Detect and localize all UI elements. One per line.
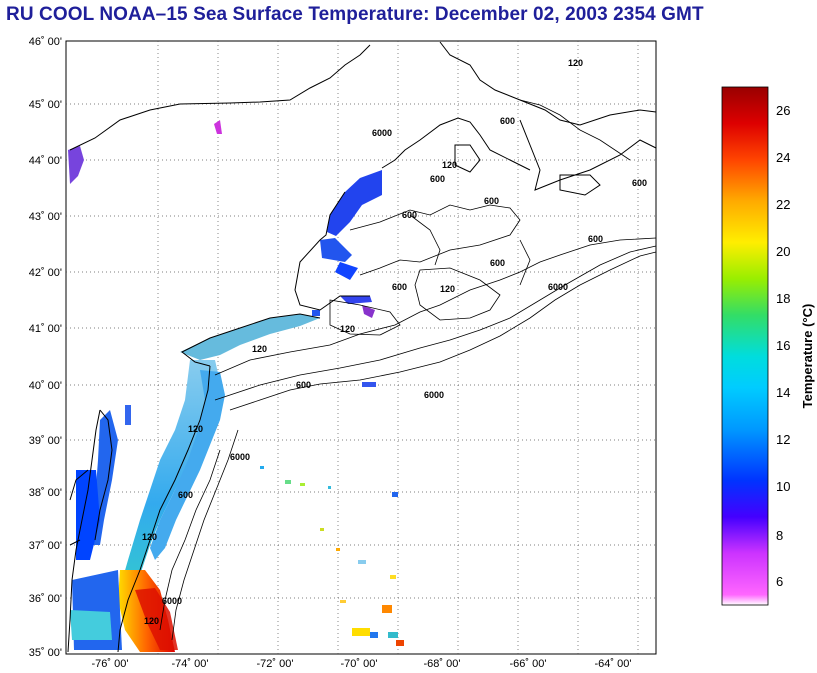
lat-label: 36˚ 00' bbox=[29, 593, 62, 605]
lon-label: -76˚ 00' bbox=[92, 658, 129, 670]
contour-label: 120 bbox=[252, 344, 267, 354]
contour-label: 120 bbox=[440, 284, 455, 294]
lat-label: 42˚ 00' bbox=[29, 267, 62, 279]
contour-label: 600 bbox=[632, 178, 647, 188]
contour-label: 120 bbox=[442, 160, 457, 170]
lon-label: -64˚ 00' bbox=[595, 658, 632, 670]
contour-label: 120 bbox=[188, 424, 203, 434]
contour-label: 600 bbox=[296, 380, 311, 390]
lat-label: 38˚ 00' bbox=[29, 487, 62, 499]
lat-label: 43˚ 00' bbox=[29, 211, 62, 223]
lat-label: 45˚ 00' bbox=[29, 99, 62, 111]
colorbar-tick: 8 bbox=[776, 528, 783, 543]
lat-label: 39˚ 00' bbox=[29, 435, 62, 447]
lat-label: 44˚ 00' bbox=[29, 155, 62, 167]
contour-label: 120 bbox=[340, 324, 355, 334]
contour-label: 6000 bbox=[230, 452, 250, 462]
sst-shelf-band bbox=[70, 314, 320, 652]
lat-label: 46˚ 00' bbox=[29, 36, 62, 48]
colorbar-gradient bbox=[721, 86, 769, 606]
contour-label: 600 bbox=[430, 174, 445, 184]
contour-label: 600 bbox=[392, 282, 407, 292]
colorbar-tick: 22 bbox=[776, 197, 790, 212]
bathymetry-contours bbox=[159, 99, 657, 641]
lon-label: -68˚ 00' bbox=[424, 658, 461, 670]
colorbar-ticks: 26 24 22 20 18 16 14 12 10 8 6 bbox=[776, 103, 790, 589]
contour-label: 600 bbox=[178, 490, 193, 500]
contour-label: 6000 bbox=[548, 282, 568, 292]
lon-label: -66˚ 00' bbox=[510, 658, 547, 670]
lon-label: -74˚ 00' bbox=[172, 658, 209, 670]
colorbar-title: Temperature (°C) bbox=[800, 304, 815, 409]
contour-label: 6000 bbox=[372, 128, 392, 138]
contour-labels: 600 120 600 600 600 6000 600 6000 600 12… bbox=[142, 58, 647, 626]
lon-label: -72˚ 00' bbox=[257, 658, 294, 670]
colorbar-tick: 16 bbox=[776, 338, 790, 353]
contour-label: 120 bbox=[144, 616, 159, 626]
contour-label: 600 bbox=[500, 116, 515, 126]
colorbar-tick: 6 bbox=[776, 574, 783, 589]
sst-scattered-pixels bbox=[125, 310, 404, 646]
contour-label: 600 bbox=[402, 210, 417, 220]
lat-label: 37˚ 00' bbox=[29, 540, 62, 552]
map-frame bbox=[65, 40, 657, 655]
contour-label: 600 bbox=[484, 196, 499, 206]
colorbar-tick: 18 bbox=[776, 291, 790, 306]
map-title: RU COOL NOAA–15 Sea Surface Temperature:… bbox=[6, 4, 704, 25]
colorbar-tick: 26 bbox=[776, 103, 790, 118]
lon-label: -70˚ 00' bbox=[341, 658, 378, 670]
contour-label: 6000 bbox=[424, 390, 444, 400]
colorbar-tick: 12 bbox=[776, 432, 790, 447]
colorbar: 26 24 22 20 18 16 14 12 10 8 6 Temperatu… bbox=[721, 86, 815, 606]
contour-label: 600 bbox=[588, 234, 603, 244]
lat-label: 35˚ 00' bbox=[29, 647, 62, 659]
colorbar-tick: 14 bbox=[776, 385, 790, 400]
colorbar-tick: 10 bbox=[776, 479, 790, 494]
colorbar-tick: 24 bbox=[776, 150, 790, 165]
lat-label: 41˚ 00' bbox=[29, 323, 62, 335]
lat-label: 40˚ 00' bbox=[29, 380, 62, 392]
longitude-labels: -76˚ 00' -74˚ 00' -72˚ 00' -70˚ 00' -68˚… bbox=[92, 658, 632, 670]
contour-label: 6000 bbox=[162, 596, 182, 606]
colorbar-tick: 20 bbox=[776, 244, 790, 259]
latitude-labels: 46˚ 00' 45˚ 00' 44˚ 00' 43˚ 00' 42˚ 00' … bbox=[29, 36, 62, 659]
coastlines bbox=[67, 41, 657, 653]
contour-label: 120 bbox=[568, 58, 583, 68]
contour-label: 120 bbox=[142, 532, 157, 542]
sst-northern-band bbox=[68, 120, 382, 318]
contour-label: 600 bbox=[490, 258, 505, 268]
